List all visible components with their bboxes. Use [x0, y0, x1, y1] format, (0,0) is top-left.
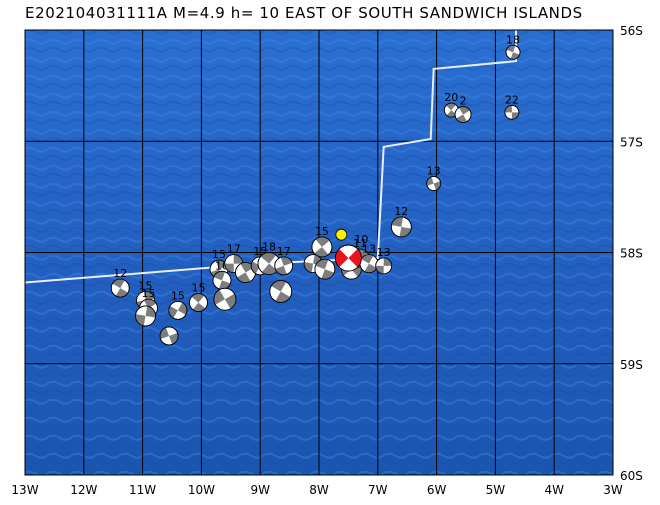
- event-depth-label: 13: [377, 246, 391, 259]
- main-event: 10: [334, 228, 368, 272]
- event-beachball: [168, 300, 188, 320]
- event-beachball: [375, 257, 393, 275]
- event-depth-label: 18: [506, 33, 520, 46]
- event-depth-label: 22: [505, 93, 519, 106]
- event-depth-label: 13: [362, 243, 376, 256]
- event-beachball: [212, 270, 232, 290]
- event-beachball: [213, 287, 237, 311]
- longitude-label: 12W: [70, 483, 97, 497]
- event-depth-label: 17: [227, 243, 241, 256]
- event-depth-label: 11: [353, 237, 367, 250]
- event-beachball: [235, 262, 256, 283]
- latitude-label: 58S: [620, 247, 643, 261]
- event-beachball: [359, 254, 379, 274]
- longitude-label: 3W: [603, 483, 623, 497]
- longitude-label: 9W: [250, 483, 270, 497]
- main-event-depth-label: 10: [354, 233, 368, 246]
- event-depth-label: 15: [139, 279, 153, 292]
- event-depth-label: 15: [171, 289, 185, 302]
- event-depth-label: 17: [277, 245, 291, 258]
- longitude-label: 10W: [188, 483, 215, 497]
- event-beachball: [311, 236, 333, 258]
- event-depth-label: 15: [212, 248, 226, 261]
- longitude-label: 11W: [129, 483, 156, 497]
- event-beachball: [426, 176, 442, 191]
- main-event-beachball: [334, 244, 362, 272]
- event-beachball: [135, 305, 156, 327]
- latitude-label: 59S: [620, 358, 643, 372]
- event-beachball: [454, 106, 472, 123]
- latitude-label: 60S: [620, 469, 643, 483]
- event-depth-label: 15: [191, 282, 205, 295]
- longitude-label: 13W: [11, 483, 38, 497]
- event-beachball: [159, 326, 179, 346]
- latitude-label: 57S: [620, 135, 643, 149]
- event-depth-label: 15: [141, 287, 155, 300]
- event-depth-label: 20: [444, 91, 458, 104]
- epicenter-marker: [335, 228, 348, 241]
- event-beachball: [189, 293, 208, 312]
- event-depth-label: 13: [427, 165, 441, 178]
- map-title: E202104031111A M=4.9 h= 10 EAST OF SOUTH…: [25, 4, 583, 22]
- event-depth-label: 15: [315, 225, 329, 238]
- event-depth-label: 18: [262, 241, 276, 254]
- event-beachball: [257, 252, 281, 276]
- map-frame: [24, 29, 614, 476]
- event-beachball: [504, 104, 520, 120]
- event-depth-label: 12: [394, 205, 408, 218]
- event-depth-label: 2: [460, 95, 467, 108]
- event-beachball: [505, 44, 521, 60]
- event-beachball: [110, 278, 130, 298]
- latitude-label: 56S: [620, 24, 643, 38]
- longitude-label: 4W: [544, 483, 564, 497]
- event-beachball: [314, 258, 336, 280]
- event-beachball: [274, 256, 294, 276]
- longitude-labels: 13W 12W 11W 10W 9W 8W 7W 6W 5W 4W 3W: [11, 483, 622, 497]
- longitude-label: 6W: [427, 483, 447, 497]
- event-depth-label: 12: [113, 267, 127, 280]
- event-beachball: [269, 280, 293, 303]
- longitude-label: 8W: [309, 483, 329, 497]
- longitude-label: 5W: [486, 483, 506, 497]
- longitude-label: 7W: [368, 483, 388, 497]
- event-beachball: [390, 216, 412, 238]
- latitude-labels: 56S 57S 58S 59S 60S: [620, 24, 643, 483]
